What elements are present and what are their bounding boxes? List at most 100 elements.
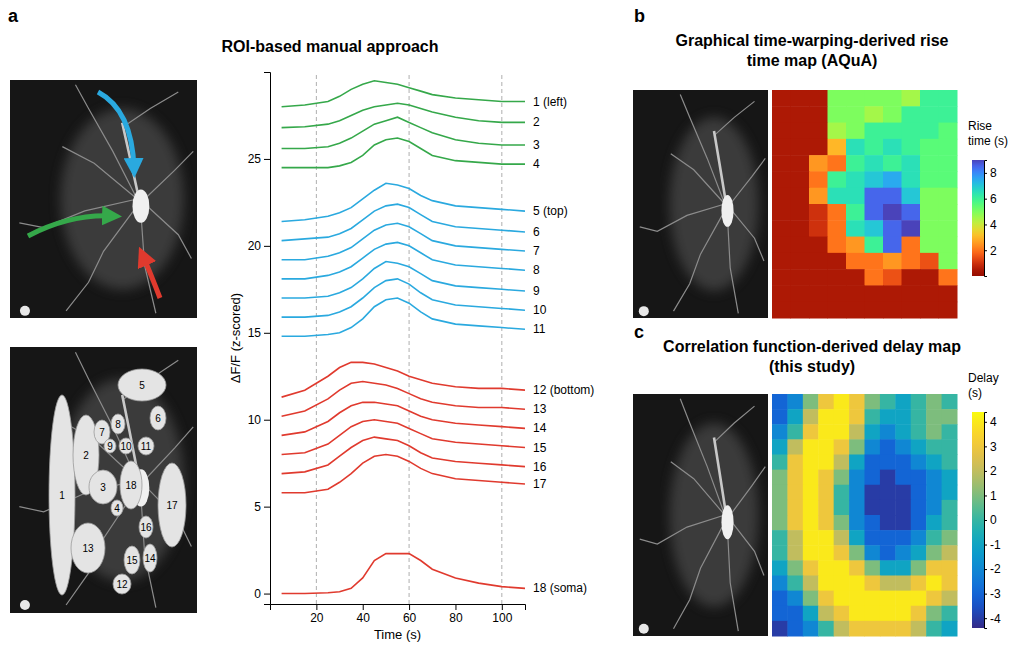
heat-cell [902,188,921,205]
heat-cell [791,171,810,188]
heat-cell [846,155,865,172]
series-label: 3 [533,138,540,152]
bright-spot [20,600,30,610]
heat-cell [880,424,896,440]
tick-mark [363,604,364,610]
roi [104,439,116,453]
heat-cell [880,591,896,607]
heat-cell [865,155,884,172]
image-ground [633,394,768,636]
heat-cell [818,621,834,637]
roi-label: 3 [100,482,106,493]
tick-label: 4 [990,415,997,429]
heat-cell [895,515,911,531]
heat-cell [772,188,791,205]
roi [120,461,142,509]
tick-label: 60 [403,611,417,625]
image-ground [10,80,197,318]
heat-cell [880,470,896,486]
heat-cell [883,171,902,188]
heat-cell [911,409,927,425]
roi [150,406,166,430]
heat-cell [772,409,788,425]
heat-cell [809,171,828,188]
cell-process [141,496,156,608]
roi [113,574,131,594]
heat-cell [791,220,810,237]
roi [111,414,125,434]
heat-cell [787,560,803,576]
cell-soma [721,195,733,227]
heat-cell [772,171,791,188]
reference-line [409,72,410,604]
heat-cell [849,455,865,471]
heat-cell [809,220,828,237]
heat-cell [939,237,958,254]
heat-cell [803,424,819,440]
heat-cell [939,204,958,221]
x-tick: 80 [449,604,463,625]
colorbar-tick: 4 [984,415,997,429]
axis-line [985,413,988,629]
heat-cell [920,220,939,237]
heat-cell [846,302,865,319]
heat-cell [902,90,921,107]
colorbar-tick: -4 [984,612,1001,626]
trace [282,223,525,260]
panel-letter: c [634,322,644,342]
heat-cell [865,171,884,188]
heat-cell [772,500,788,516]
heat-cell [926,439,942,455]
heat-cell [883,90,902,107]
heat-cell [787,485,803,501]
image-glow [669,423,758,607]
roi [158,463,186,547]
image-ground [10,347,197,613]
tick-mark [409,604,410,610]
heat-cell [883,285,902,302]
heat-cell [849,500,865,516]
heat-cell [865,123,884,140]
heat-cell [803,621,819,637]
heat-cell [902,106,921,123]
heat-cell [939,269,958,286]
roi-label: 15 [126,555,138,566]
heat-cell [772,220,791,237]
heat-cell [828,188,847,205]
heat-cell [880,485,896,501]
panel-title-line: Correlation function-derived delay map [663,338,961,355]
bright-spot [639,306,649,316]
heat-cell [828,139,847,156]
heat-cell [920,123,939,140]
colorbar-tick: 4 [984,218,997,232]
colorbar-axis: 2468 [984,161,997,277]
tick-label: 6 [990,192,997,206]
heat-cell [920,204,939,221]
roi [124,546,140,574]
heat-cell [865,455,881,471]
roi-map: 123456789101112131415161718 [49,369,186,595]
heat-cell [895,424,911,440]
cell-process [640,515,725,544]
heat-cell [880,409,896,425]
colorbar-tick: 2 [984,244,997,258]
heat-cell [849,576,865,592]
heat-cell [865,106,884,123]
pointer-arrow [98,92,134,168]
tick-label: -3 [990,587,1001,601]
tick-label: 80 [449,611,463,625]
trace [282,381,525,416]
heat-cell [865,220,884,237]
tick-mark [264,246,270,247]
heat-cell [803,455,819,471]
heat-cell [791,188,810,205]
colorbar-title-line: Delay [968,371,999,385]
trace [282,242,525,279]
image-glow [60,109,183,290]
heat-cell [849,560,865,576]
roi-label: 10 [120,441,132,452]
heat-cell [787,621,803,637]
heat-cell [911,560,927,576]
heat-cell [883,106,902,123]
colorbar-title: Delay(s) [968,371,999,400]
